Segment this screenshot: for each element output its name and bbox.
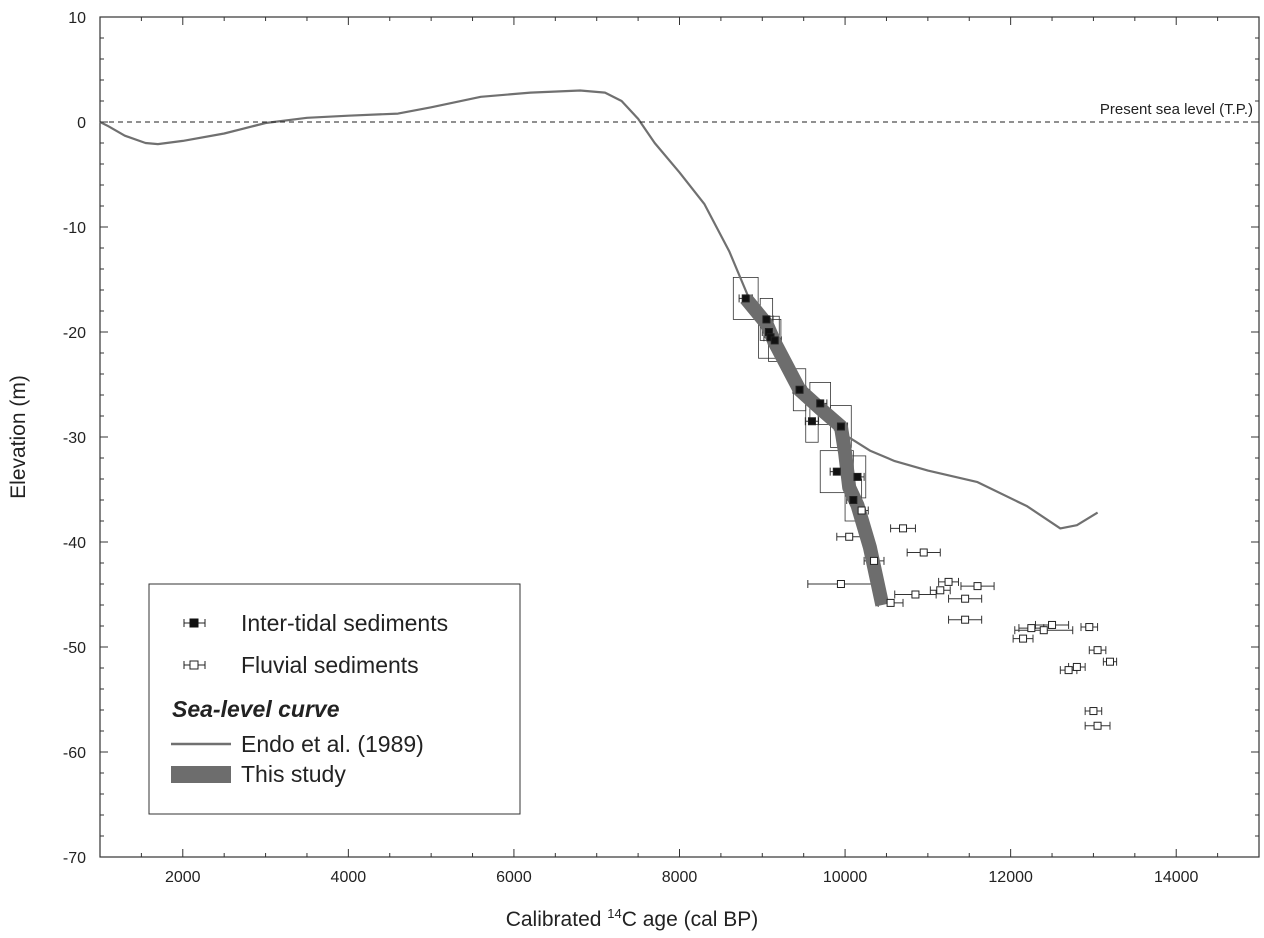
x-axis-title-prefix: Calibrated [506, 908, 608, 931]
x-tick-label: 14000 [1154, 869, 1199, 886]
intertidal-point [795, 385, 804, 394]
intertidal-point [807, 417, 816, 426]
x-tick-label: 10000 [823, 869, 868, 886]
intertidal-point [853, 472, 862, 481]
legend-curve-heading: Sea-level curve [172, 696, 340, 722]
legend: Inter-tidal sediments Fluvial sediments … [148, 583, 521, 815]
intertidal-point [816, 399, 825, 408]
present-sea-level-label: Present sea level (T.P.) [1100, 101, 1253, 118]
fluvial-point [857, 506, 866, 515]
legend-fluvial-label: Fluvial sediments [241, 652, 419, 678]
fluvial-point [973, 582, 982, 591]
x-tick-label: 6000 [496, 869, 532, 886]
fluvial-point [1093, 721, 1102, 730]
fluvial-point [1048, 620, 1057, 629]
y-tick-label: -30 [63, 430, 86, 447]
endo-1989-curve [99, 89, 1099, 530]
y-tick-label: -20 [63, 325, 86, 342]
legend-study-label: This study [241, 761, 346, 787]
fluvial-point [870, 556, 879, 565]
legend-intertidal-marker [183, 618, 206, 628]
intertidal-point [832, 467, 841, 476]
x-tick-label: 8000 [662, 869, 698, 886]
intertidal-point [741, 294, 750, 303]
y-tick-label: -60 [63, 745, 86, 762]
data-points [741, 294, 1114, 730]
axes: 2000 4000 6000 8000 10000 12000 14000 10 0 -10 -20… [63, 10, 1260, 886]
x-axis-title-suffix: C age (cal BP) [622, 908, 759, 931]
y-tick-label: -40 [63, 535, 86, 552]
legend-fluvial-marker [183, 660, 206, 670]
fluvial-point [1072, 662, 1081, 671]
fluvial-point [1093, 646, 1102, 655]
x-tick-label: 12000 [988, 869, 1033, 886]
intertidal-point [836, 422, 845, 431]
intertidal-point [849, 496, 858, 504]
fluvial-point [944, 577, 953, 586]
intertidal-point [762, 315, 771, 324]
fluvial-point [1064, 666, 1073, 675]
fluvial-point [1105, 657, 1114, 666]
fluvial-point [1089, 707, 1098, 716]
legend-study-swatch [171, 766, 231, 783]
legend-intertidal-label: Inter-tidal sediments [241, 610, 448, 636]
fluvial-point [886, 598, 895, 607]
fluvial-point [1085, 623, 1094, 632]
intertidal-point [770, 336, 779, 345]
uncertainty-box [732, 276, 759, 320]
fluvial-point [961, 594, 970, 603]
fluvial-point [961, 615, 970, 624]
fluvial-point [1039, 626, 1048, 635]
fluvial-point [936, 586, 945, 595]
fluvial-point [911, 590, 920, 599]
x-tick-label: 4000 [331, 869, 367, 886]
y-tick-label: -50 [63, 640, 86, 657]
y-tick-label: 10 [68, 10, 86, 27]
fluvial-point [1027, 624, 1036, 633]
fluvial-point [919, 548, 928, 557]
legend-endo-label: Endo et al. (1989) [241, 731, 424, 757]
fluvial-point [899, 524, 908, 533]
y-tick-label: -70 [63, 850, 86, 867]
present-sea-level: Present sea level (T.P.) [100, 101, 1259, 123]
y-axis-title: Elevation (m) [7, 375, 30, 499]
fluvial-point [1019, 634, 1028, 643]
fluvial-point [836, 580, 845, 588]
y-tick-label: -10 [63, 220, 86, 237]
x-axis-title-superscript: 14 [607, 906, 621, 921]
y-tick-label: 0 [77, 115, 86, 132]
fluvial-point [845, 532, 854, 541]
x-axis-title: Calibrated 14C age (cal BP) [506, 906, 759, 931]
x-tick-label: 2000 [165, 869, 201, 886]
